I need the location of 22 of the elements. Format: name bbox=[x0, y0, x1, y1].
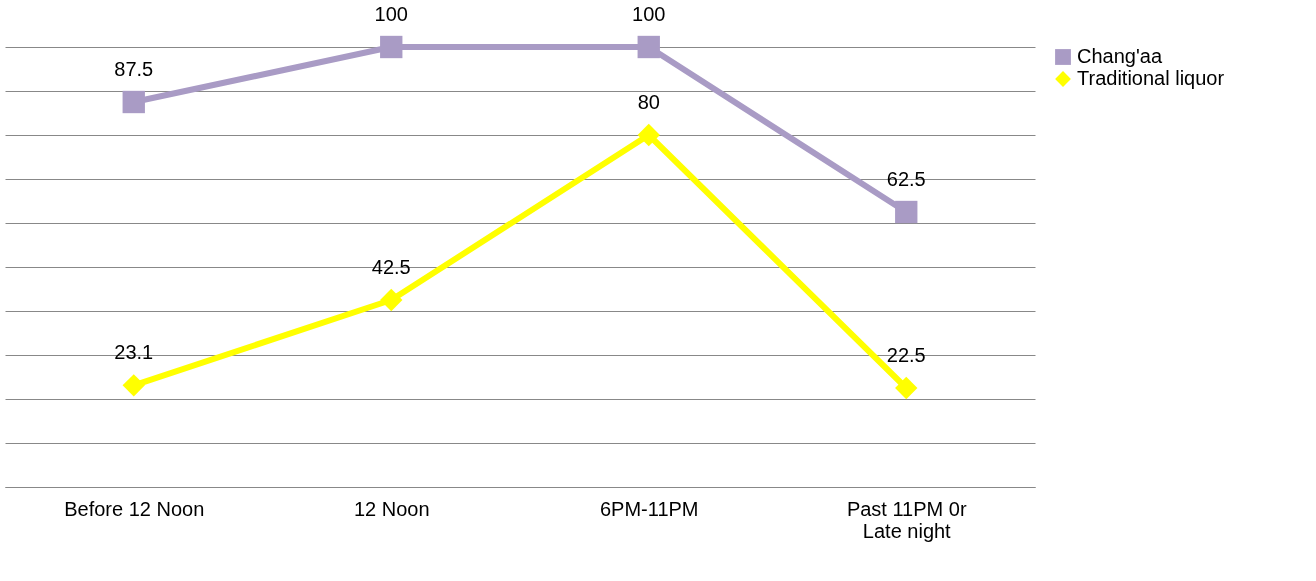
data-label: 42.5 bbox=[371, 256, 411, 278]
data-label: 80 bbox=[637, 91, 660, 113]
data-label: 62.5 bbox=[886, 168, 926, 190]
point bbox=[895, 376, 918, 400]
data-label: 87.5 bbox=[114, 58, 154, 80]
x-tick-label: 12 Noon bbox=[353, 497, 430, 520]
data-label: 100 bbox=[632, 3, 666, 25]
point bbox=[122, 374, 145, 397]
legend-label: Traditional liquor bbox=[1077, 67, 1225, 89]
point bbox=[122, 90, 145, 114]
x-tick-label: Past 11PM 0r Late night bbox=[846, 497, 967, 542]
point bbox=[380, 35, 403, 59]
data-label: 22.5 bbox=[886, 344, 926, 366]
point bbox=[380, 288, 403, 312]
legend-label: Chang'aa bbox=[1077, 45, 1163, 67]
data-label: 100 bbox=[374, 3, 408, 25]
point bbox=[895, 200, 918, 224]
data-label: 23.1 bbox=[114, 341, 154, 364]
x-tick-label: 6PM-11PM bbox=[599, 497, 699, 520]
point bbox=[637, 123, 660, 147]
point bbox=[637, 35, 660, 59]
x-tick-label: Before 12 Noon bbox=[64, 497, 205, 520]
